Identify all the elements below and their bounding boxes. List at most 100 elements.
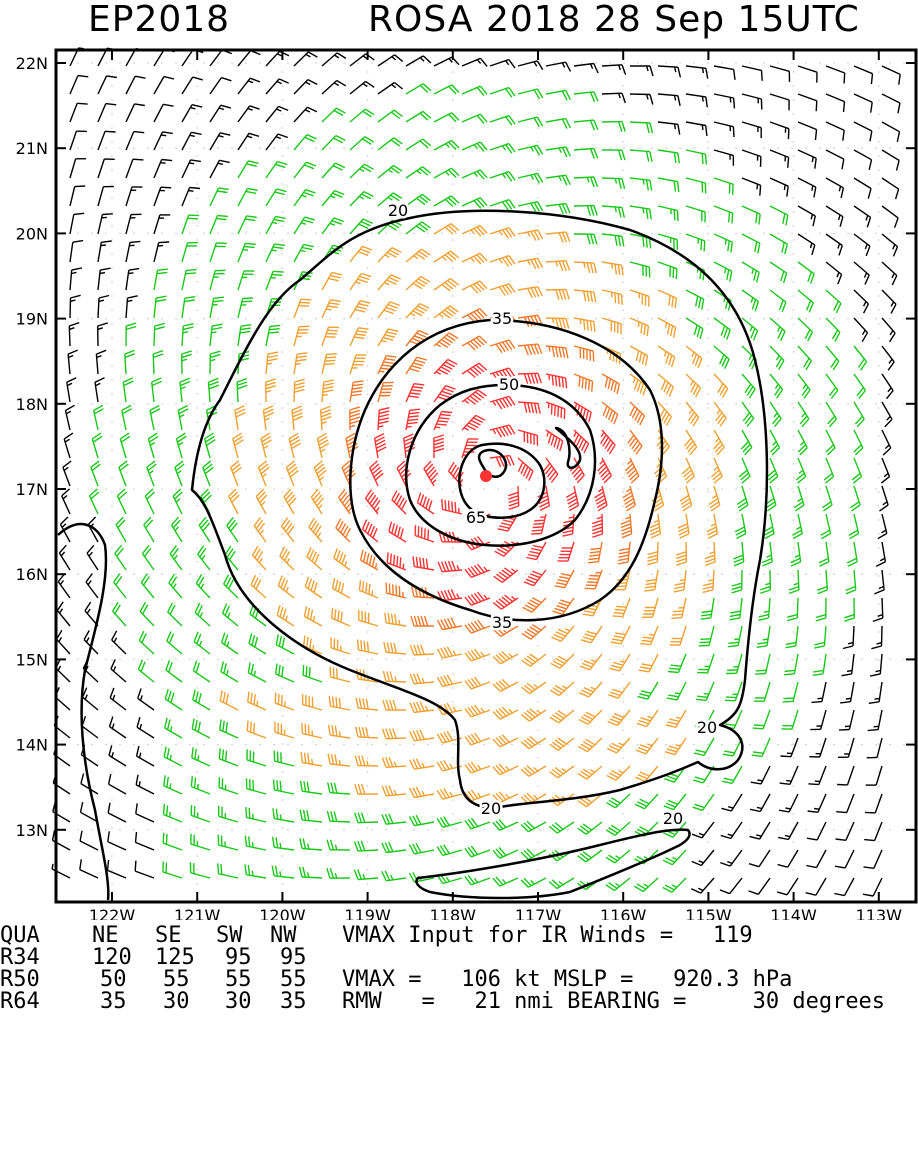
wind-barb: [245, 864, 266, 878]
grid-dot: [91, 744, 93, 746]
wind-barb: [83, 688, 98, 710]
grid-dot: [357, 744, 359, 746]
grid-dot: [282, 379, 284, 381]
grid-dot: [427, 403, 429, 405]
grid-dot: [455, 659, 457, 661]
grid-dot: [111, 449, 113, 451]
wind-barb: [190, 862, 210, 878]
wind-barb: [199, 517, 210, 542]
wind-barb: [686, 94, 707, 107]
grid-dot: [367, 365, 369, 367]
lon-label: 119W: [344, 906, 391, 920]
wind-barb: [465, 649, 490, 661]
wind-barb: [248, 663, 266, 683]
grid-dot: [707, 403, 709, 405]
wind-barb: [493, 595, 518, 609]
wind-barb: [434, 412, 452, 431]
grid-dot: [413, 659, 415, 661]
grid-dot: [805, 829, 807, 831]
wind-barb: [110, 688, 126, 710]
wind-barb: [665, 738, 686, 755]
grid-dot: [452, 491, 454, 493]
wind-barb: [630, 94, 653, 105]
grid-dot: [819, 318, 821, 320]
wind-barb: [552, 626, 575, 641]
wind-barb: [595, 486, 607, 511]
wind-barb: [808, 794, 826, 812]
wind-barb: [602, 178, 625, 189]
grid-dot: [282, 785, 284, 787]
wind-barb: [670, 626, 687, 645]
grid-dot: [708, 211, 710, 213]
grid-dot: [399, 233, 401, 235]
grid-dot: [282, 421, 284, 423]
wind-barb: [247, 778, 267, 794]
wind-barb: [301, 752, 322, 766]
wind-barb: [816, 598, 826, 621]
wind-barb: [826, 262, 842, 284]
grid-dot: [455, 829, 457, 831]
grid-dot: [111, 687, 113, 689]
wind-barb: [329, 725, 350, 738]
grid-dot: [793, 813, 795, 815]
wind-barb: [742, 402, 754, 427]
wind-barb: [462, 253, 487, 264]
wind-barb: [882, 290, 896, 313]
wind-barb: [630, 122, 653, 133]
wind-barb: [707, 514, 718, 538]
wind-barb: [798, 318, 812, 341]
wind-barb: [714, 94, 735, 108]
grid-dot: [581, 659, 583, 661]
grid-dot: [282, 449, 284, 451]
wind-barb: [378, 248, 401, 262]
wind-barb: [389, 522, 406, 543]
wind-barb: [676, 542, 686, 565]
contour-label: 50: [499, 375, 519, 394]
grid-dot: [708, 85, 710, 87]
wind-barb: [493, 707, 518, 719]
grid-dot: [833, 488, 835, 490]
grid-dot: [609, 62, 611, 64]
wind-barb: [574, 149, 598, 159]
wind-barb: [263, 406, 273, 430]
wind-barb: [639, 654, 658, 672]
wind-barb: [91, 461, 101, 486]
grid-dot: [452, 841, 454, 843]
grid-dot: [833, 233, 835, 235]
grid-dot: [282, 687, 284, 689]
wind-barb: [406, 304, 429, 318]
grid-dot: [452, 477, 454, 479]
grid-dot: [793, 421, 795, 423]
grid-dot: [343, 403, 345, 405]
wind-barb: [191, 805, 210, 822]
grid-dot: [665, 318, 667, 320]
wind-barb: [164, 775, 182, 794]
grid-dot: [367, 715, 369, 717]
wind-barb: [826, 346, 839, 370]
wind-barb: [383, 700, 406, 710]
grid-dot: [196, 407, 198, 409]
grid-dot: [651, 233, 653, 235]
wind-barb: [602, 402, 618, 424]
grid-dot: [282, 169, 284, 171]
grid-dot: [553, 488, 555, 490]
wind-barb: [182, 270, 197, 290]
grid-dot: [622, 379, 624, 381]
grid-dot: [889, 659, 891, 661]
grid-dot: [793, 225, 795, 227]
grid-dot: [651, 62, 653, 64]
wind-barb: [686, 234, 705, 251]
grid-dot: [329, 829, 331, 831]
wind-barb: [182, 297, 195, 318]
wind-barb: [546, 119, 570, 129]
wind-barb: [779, 794, 798, 812]
wind-barb: [714, 234, 732, 253]
grid-dot: [367, 589, 369, 591]
wind-barb: [666, 710, 686, 727]
wind-barb: [392, 491, 407, 514]
wind-barb: [709, 486, 720, 511]
grid-dot: [371, 573, 373, 575]
wind-barb: [780, 766, 798, 784]
wind-barb: [169, 574, 182, 598]
grid-dot: [217, 318, 219, 320]
